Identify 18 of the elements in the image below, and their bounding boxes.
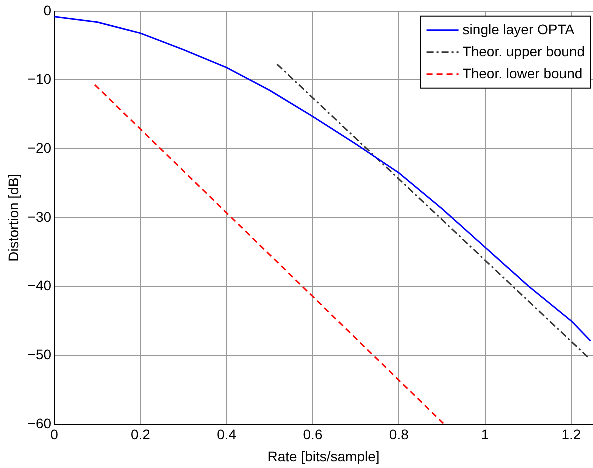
x-tick-label: 1.2 [562,426,582,443]
y-axis-title: Distortion [dB] [5,174,22,262]
x-tick-label: 0.4 [217,426,237,443]
y-tick-label: −50 [28,346,52,362]
x-tick-label: 0.2 [130,426,151,443]
x-tick-label: 0.6 [303,426,323,443]
y-tick-label: 0 [44,2,52,18]
x-axis-title: Rate [bits/sample] [268,448,380,464]
x-tick-label: 0.8 [389,426,410,443]
y-tick-label: −30 [28,208,52,225]
y-tick-label: −20 [28,140,52,156]
x-tick-label: 1 [481,426,490,443]
y-tick-label: −10 [28,71,52,88]
y-tick-label: −40 [28,278,52,294]
y-tick-label: −60 [28,415,52,432]
legend-label: Theor. upper bound [462,43,586,60]
legend-label: Theor. lower bound [462,65,583,82]
legend-label: single layer OPTA [462,21,576,38]
